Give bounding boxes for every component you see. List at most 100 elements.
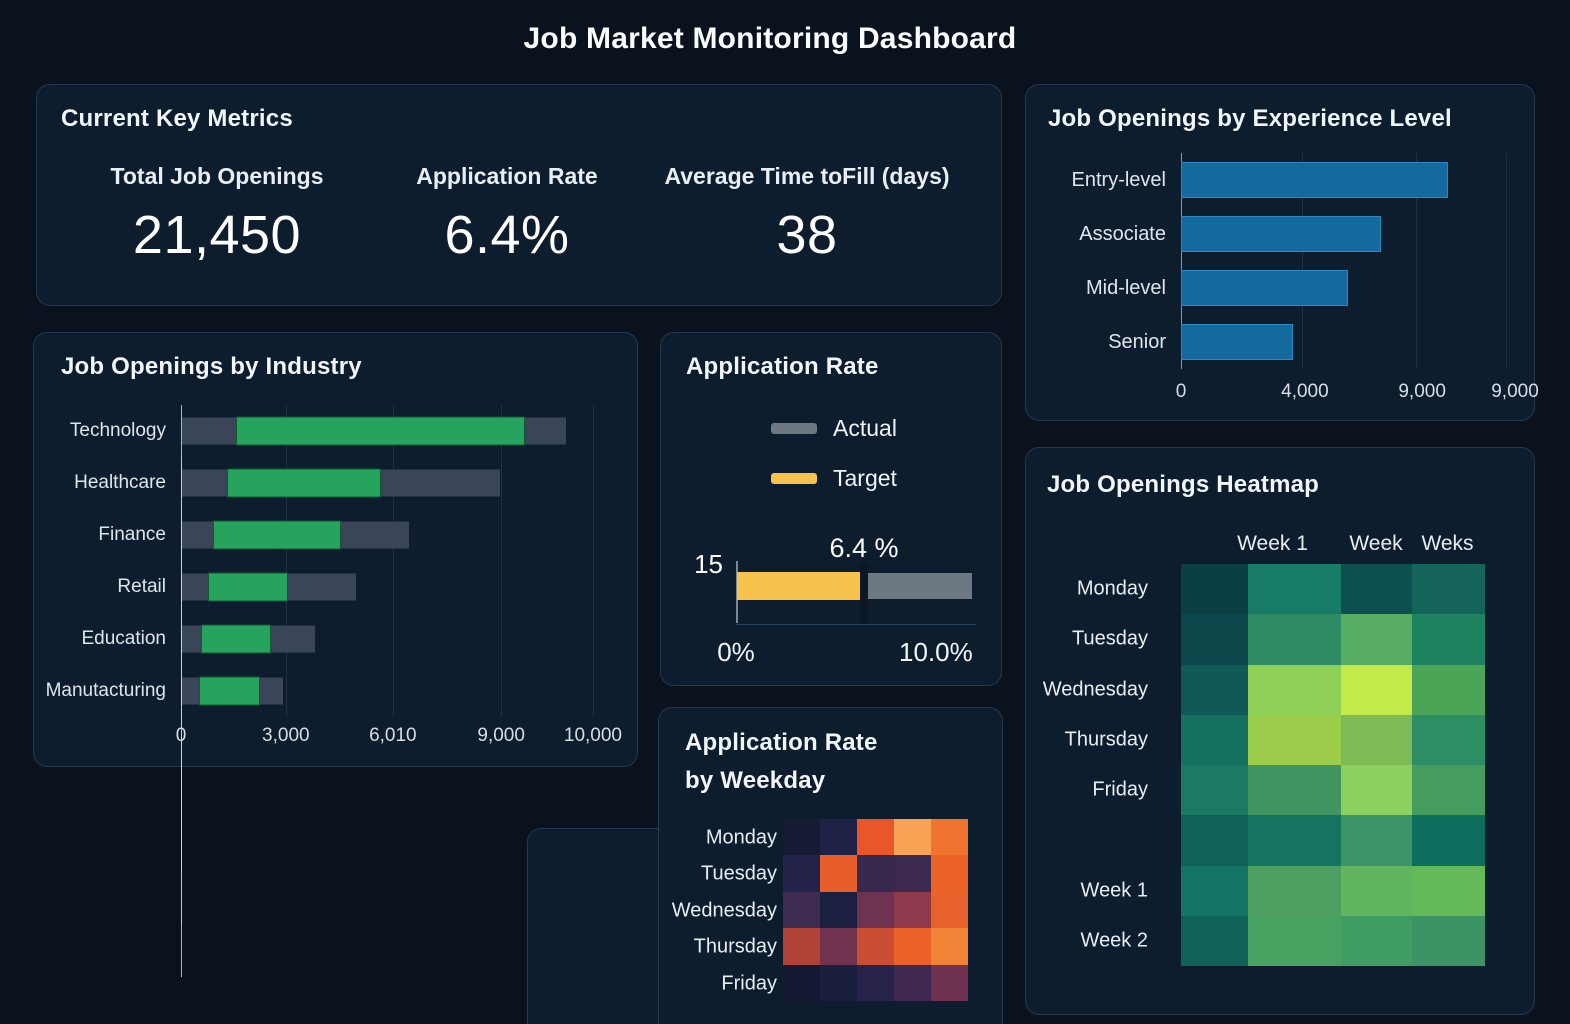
x-tick-label: 10.0% <box>899 637 973 667</box>
heatmap-row-label: Wednesday <box>671 899 777 922</box>
experience-bar-area <box>1181 207 1506 261</box>
industry-bar-row: Manutacturing <box>34 665 616 977</box>
gridline <box>592 405 594 717</box>
heatmap-row-label: Friday <box>721 972 777 995</box>
heatmap-cell <box>1341 714 1412 765</box>
experience-category-label: Senior <box>1108 330 1166 353</box>
bullet-target-bar <box>737 572 865 600</box>
heatmap-cell <box>1412 714 1485 765</box>
page-title: Job Market Monitoring Dashboard <box>523 22 1017 55</box>
gridline <box>1301 153 1303 369</box>
heatmap-row-label: Monday <box>705 826 777 849</box>
heatmap-cell <box>931 928 968 965</box>
actual-legend-label: Actual <box>833 415 897 441</box>
heatmap-row-label: Thursday <box>1064 728 1148 751</box>
heatmap-cell <box>1181 865 1248 916</box>
bullet-axis-line <box>736 561 738 623</box>
industry-category-label: Manutacturing <box>45 680 166 701</box>
heatmap-row-label: Friday <box>1092 778 1148 801</box>
key-metrics-title: Current Key Metrics <box>61 105 293 132</box>
metric-value: 38 <box>776 205 838 265</box>
bullet-chart-title: Application Rate <box>686 353 879 380</box>
gridline <box>501 405 503 717</box>
industry-bar-row: Healthcare <box>34 457 616 769</box>
heatmap-cell <box>1181 664 1248 715</box>
heatmap-cell <box>1341 614 1412 665</box>
heatmap-cell <box>783 964 820 1001</box>
heatmap-cell <box>1181 614 1248 665</box>
weekday-chart-title-line1: Application Rate <box>685 729 878 756</box>
industry-card: Job Openings by Industry Technology Healt… <box>33 332 638 977</box>
weekday-chart-title-line2: by Weekday <box>685 767 826 794</box>
heatmap-row-label: Week 1 <box>1080 879 1148 901</box>
experience-bar <box>1181 270 1349 306</box>
heatmap-cell <box>1181 915 1248 966</box>
metric-total-job-openings: Total Job Openings 21,450 <box>67 163 367 266</box>
experience-bar <box>1181 162 1449 198</box>
heatmap-cell <box>1412 564 1485 615</box>
heatmap-cell <box>894 819 931 856</box>
experience-bar-area <box>1181 153 1507 369</box>
x-tick-label: 0 <box>1175 381 1187 402</box>
x-tick-label: 9,000 <box>477 725 525 746</box>
metric-label: Application Rate <box>416 163 598 189</box>
heatmap-cell <box>857 964 894 1001</box>
heatmap-cell <box>1341 664 1412 715</box>
experience-bar <box>1181 324 1293 360</box>
heatmap-cell <box>1248 664 1341 715</box>
industry-category-label: Finance <box>98 524 166 545</box>
y-axis-line <box>181 665 182 977</box>
bullet-value-annotation: 6.4 % <box>829 533 899 563</box>
heatmap-column-header: Week <box>1349 532 1403 555</box>
industry-bar-area <box>181 457 616 769</box>
heatmap-cell <box>1181 714 1248 765</box>
heatmap-cell <box>857 891 894 929</box>
experience-bar-row: Senior <box>1038 315 1506 369</box>
heatmap-cell <box>783 819 820 856</box>
experience-category-label: Associate <box>1079 222 1166 245</box>
heatmap-cell <box>894 891 931 929</box>
heatmap-column-header: Weks <box>1421 532 1474 555</box>
heatmap-cell <box>1341 765 1412 816</box>
openings-heatmap-card: Job Openings Heatmap Week 1 Week Weks Mond… <box>1025 447 1535 1015</box>
metric-value: 6.4% <box>444 205 570 265</box>
industry-bar-row: Education <box>34 613 616 925</box>
heatmap-cell <box>1248 614 1341 665</box>
experience-bar-row: Mid-level <box>1038 261 1506 315</box>
experience-category-label: Mid-level <box>1085 276 1166 299</box>
industry-bar-chart: Technology Healthcare Finance Retail Educati… <box>34 405 616 977</box>
x-tick-label: 0% <box>717 637 755 667</box>
heatmap-cell <box>1248 564 1341 615</box>
industry-bar-area <box>181 665 616 977</box>
metric-value: 21,450 <box>132 205 302 265</box>
experience-bar-area <box>1181 261 1506 315</box>
industry-bar-area <box>181 405 616 717</box>
bullet-actual-bar <box>864 573 972 599</box>
experience-bar-row: Entry-level <box>1038 153 1507 369</box>
industry-bar-area <box>181 561 616 873</box>
heatmap-row-label: Wednesday <box>1042 678 1148 700</box>
heatmap-cell <box>857 819 894 856</box>
application-rate-card: Application Rate Actual Target 15 6.4 % 0… <box>660 332 1002 686</box>
heatmap-cell <box>1412 865 1485 916</box>
heatmap-cell <box>1181 765 1248 816</box>
heatmap-cell <box>894 855 931 892</box>
weekday-heatmap-content: Application Rate by Weekday Monday Tuesda… <box>658 707 1003 1024</box>
metric-label: Total Job Openings <box>110 163 324 189</box>
key-metrics-card: Current Key Metrics Total Job Openings 2… <box>36 84 1002 306</box>
industry-bar-area <box>181 509 616 821</box>
heatmap-cell <box>931 964 968 1001</box>
industry-x-axis: 0 3,000 6,010 9,000 10,000 <box>176 725 622 749</box>
gridline <box>1506 153 1507 369</box>
x-tick-label: 0 <box>175 725 187 746</box>
x-tick-label: 9,000 <box>1398 381 1446 402</box>
experience-chart-title: Job Openings by Experience Level <box>1048 105 1452 132</box>
heatmap-cell <box>894 964 931 1001</box>
experience-category-label: Entry-level <box>1071 168 1166 191</box>
experience-bar-chart: Entry-level Associate Mid-level Senior <box>1038 153 1507 369</box>
heatmap-row-label: Tuesday <box>1072 627 1148 650</box>
heatmap-cell <box>931 855 968 892</box>
industry-bar-row: Technology <box>34 405 616 717</box>
industry-category-label: Education <box>81 628 166 649</box>
